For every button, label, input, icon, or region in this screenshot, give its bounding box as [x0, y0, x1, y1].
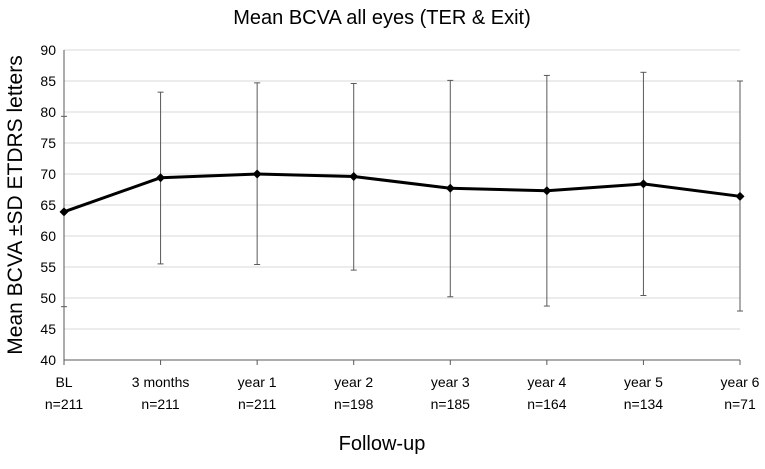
- y-tick-label: 85: [40, 73, 56, 89]
- y-tick-label: 55: [40, 259, 56, 275]
- x-axis-label: Follow-up: [339, 433, 426, 455]
- series-line: [63, 172, 741, 214]
- x-tick-n-label: n=211: [141, 396, 179, 412]
- x-tick-n-label: n=164: [527, 396, 567, 412]
- y-axis-label: Mean BCVA ±SD ETDRS letters: [4, 55, 27, 354]
- y-tick-label: 65: [40, 197, 56, 213]
- data-point: [735, 191, 745, 201]
- data-point: [542, 186, 552, 196]
- y-tick-label: 80: [40, 104, 56, 120]
- data-point: [252, 169, 262, 179]
- x-tick-label: year 1: [238, 374, 277, 390]
- x-tick-n-label: n=71: [724, 396, 756, 412]
- series-line-layer: [63, 172, 741, 214]
- x-tick-label: year 3: [431, 374, 470, 390]
- y-tick-labels: 40 45 50 55 60 65 70 75 80 85 90: [40, 42, 56, 368]
- axes: [63, 50, 741, 365]
- data-point: [59, 207, 69, 217]
- x-tick-label: year 6: [721, 374, 760, 390]
- x-tick-label: year 2: [334, 374, 373, 390]
- data-markers: [59, 169, 745, 217]
- x-tick-n-label: n=134: [624, 396, 664, 412]
- chart-title: Mean BCVA all eyes (TER & Exit): [233, 7, 531, 29]
- data-point: [156, 173, 166, 183]
- x-tick-n-label: n=198: [334, 396, 374, 412]
- x-tick-n-label: n=211: [45, 396, 83, 412]
- y-tick-label: 70: [40, 166, 56, 182]
- x-tick-labels: BL n=211 3 months n=211 year 1 n=211 year 2 n=1…: [45, 374, 760, 412]
- y-tick-label: 50: [40, 290, 56, 306]
- x-tick-label: year 5: [624, 374, 663, 390]
- data-point: [445, 183, 455, 193]
- grid-lines: [64, 49, 740, 330]
- x-tick-n-label: n=211: [238, 396, 276, 412]
- y-tick-label: 45: [40, 321, 56, 337]
- y-tick-label: 40: [40, 352, 56, 368]
- x-tick-label: BL: [55, 374, 72, 390]
- data-point: [638, 179, 648, 189]
- x-tick-n-label: n=185: [431, 396, 471, 412]
- data-point: [349, 171, 359, 181]
- x-tick-label: 3 months: [132, 374, 190, 390]
- y-tick-label: 75: [40, 135, 56, 151]
- y-tick-label: 60: [40, 228, 56, 244]
- x-tick-label: year 4: [527, 374, 566, 390]
- y-tick-label: 90: [40, 42, 56, 58]
- error-bars: [61, 71, 743, 312]
